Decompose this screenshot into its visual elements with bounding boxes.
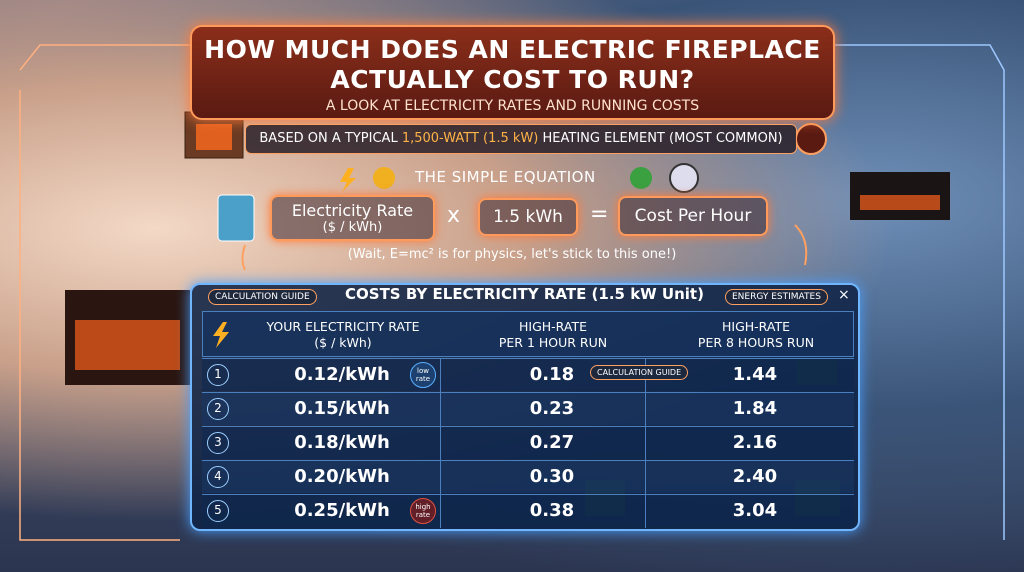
rate-cell: 0.18/kWh [294, 432, 390, 453]
equation-title: THE SIMPLE EQUATION [415, 168, 596, 186]
header-line: YOUR ELECTRICITY RATE [266, 319, 420, 334]
coin-icon [373, 167, 395, 189]
rate-cell: 0.25/kWh [294, 500, 390, 521]
eight-hour-cost: 2.40 [732, 466, 778, 487]
overlay-tag: CALCULATION GUIDE [590, 365, 689, 380]
hour-cost: 0.30 [529, 466, 575, 487]
close-button[interactable]: × [838, 287, 850, 303]
column-divider [440, 359, 441, 392]
table-row: 3 0.18/kWh 0.27 2.16 [202, 426, 854, 460]
lightning-icon [340, 168, 356, 192]
eight-hour-cost: 1.44 [732, 364, 778, 385]
circuit-line [835, 44, 1005, 540]
column-divider [440, 427, 441, 460]
gauge-icon [669, 163, 699, 193]
arrow [241, 244, 246, 271]
operator: x [447, 203, 461, 228]
hour-cost: 0.27 [529, 432, 575, 453]
hour-cost: 0.18 [529, 364, 575, 385]
arrow [794, 224, 808, 266]
fireplace-icon-fire [196, 124, 232, 150]
column-divider [645, 393, 646, 426]
power-button [795, 123, 827, 155]
rate-badge: low rate [410, 362, 436, 388]
title-box: HOW MUCH DOES AN ELECTRIC FIREPLACE ACTUA… [190, 25, 835, 120]
column-divider [645, 495, 646, 528]
title-line: ACTUALLY COST TO RUN? [330, 65, 695, 94]
hour-cost: 0.38 [529, 500, 575, 521]
flames-right [860, 195, 940, 210]
term-unit: ($ / kWh) [322, 220, 383, 235]
table-row: 2 0.15/kWh 0.23 1.84 [202, 392, 854, 426]
title: HOW MUCH DOES AN ELECTRIC FIREPLACE ACTUA… [192, 35, 833, 95]
row-index: 1 [207, 364, 229, 386]
term-label: Electricity Rate [291, 201, 414, 220]
row-index: 2 [207, 398, 229, 420]
header-cell: HIGH-RATE PER 8 HOURS RUN [681, 319, 831, 351]
table-title: COSTS BY ELECTRICITY RATE (1.5 kW Unit) [345, 285, 704, 303]
tab[interactable]: ENERGY ESTIMATES [725, 289, 828, 305]
subtitle: A LOOK AT ELECTRICITY RATES AND RUNNING … [325, 98, 700, 114]
column-divider [645, 461, 646, 494]
operator: = [590, 202, 609, 227]
header-line: PER 8 HOURS RUN [697, 335, 815, 350]
basis-highlight: 1,500-WATT (1.5 kW) [401, 131, 539, 146]
header-line: PER 1 HOUR RUN [498, 335, 608, 350]
title-line: HOW MUCH DOES AN ELECTRIC FIREPLACE [204, 35, 821, 64]
header-cell: HIGH-RATE PER 1 HOUR RUN [478, 319, 628, 351]
header-line: ($ / kWh) [314, 335, 372, 350]
column-divider [440, 393, 441, 426]
rate-badge: high rate [410, 498, 436, 524]
circuit-line [19, 44, 190, 71]
header-cell: YOUR ELECTRICITY RATE ($ / kWh) [243, 319, 443, 351]
table-header: YOUR ELECTRICITY RATE ($ / kWh) HIGH-RATE… [202, 311, 854, 357]
eight-hour-cost: 2.16 [732, 432, 778, 453]
basis-text: BASED ON A TYPICAL [259, 131, 398, 146]
column-divider [645, 427, 646, 460]
header-line: HIGH-RATE [519, 319, 587, 334]
circuit-line [19, 90, 180, 541]
dollar-icon [630, 167, 652, 189]
lightning-icon [213, 322, 229, 348]
row-index: 5 [207, 500, 229, 522]
tab[interactable]: CALCULATION GUIDE [208, 289, 317, 305]
equation-term: Electricity Rate ($ / kWh) [270, 195, 435, 241]
calculator-icon [217, 194, 255, 242]
table-row: 4 0.20/kWh 0.30 2.40 [202, 460, 854, 494]
eight-hour-cost: 1.84 [732, 398, 778, 419]
basis-text: HEATING ELEMENT (MOST COMMON) [542, 131, 783, 146]
hour-cost: 0.23 [529, 398, 575, 419]
row-index: 4 [207, 466, 229, 488]
table-row: 5 0.25/kWh high rate 0.38 3.04 [202, 494, 854, 528]
rate-cell: 0.12/kWh [294, 364, 390, 385]
equation-note: (Wait, E=mc² is for physics, let's stick… [347, 247, 677, 262]
eight-hour-cost: 3.04 [732, 500, 778, 521]
basis-bar: BASED ON A TYPICAL 1,500-WATT (1.5 kW) H… [245, 124, 797, 154]
rate-cell: 0.20/kWh [294, 466, 390, 487]
rate-cell: 0.15/kWh [294, 398, 390, 419]
table-row: 1 0.12/kWh low rate 0.18 1.44 [202, 358, 854, 392]
header-line: HIGH-RATE [722, 319, 790, 334]
row-index: 3 [207, 432, 229, 454]
equation-term: 1.5 kWh [478, 198, 578, 236]
column-divider [440, 495, 441, 528]
equation-term: Cost Per Hour [618, 196, 768, 236]
flames-left [75, 320, 180, 370]
column-divider [440, 461, 441, 494]
